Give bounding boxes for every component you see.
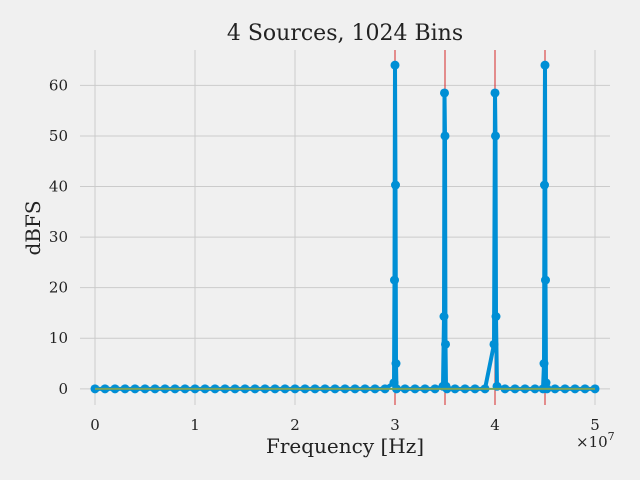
y-axis-label: dBFS [21, 200, 45, 255]
grid [80, 50, 610, 405]
x-tick-label: 3 [390, 416, 400, 434]
data-point [440, 88, 449, 98]
y-tick-label: 60 [49, 76, 68, 94]
data-point [490, 88, 500, 98]
x-tick-label: 4 [490, 416, 500, 434]
data-point [491, 312, 501, 322]
y-tick-label: 20 [49, 279, 68, 297]
y-tick-label: 50 [49, 127, 68, 145]
data-point [391, 180, 400, 190]
y-tick-label: 40 [49, 178, 68, 196]
x-tick-label: 5 [590, 416, 600, 434]
data-point [390, 275, 399, 285]
y-tick-label: 10 [49, 329, 68, 347]
data-point [440, 131, 450, 141]
x-tick-label: 0 [90, 416, 100, 434]
data-point [390, 60, 400, 70]
data-point [540, 180, 549, 190]
data-point [539, 359, 549, 369]
chart-title: 4 Sources, 1024 Bins [227, 21, 463, 46]
y-tick-label: 30 [49, 228, 68, 246]
x-axis-exponent: ×107 [576, 430, 615, 451]
x-axis-label: Frequency [Hz] [266, 434, 424, 458]
data-point [489, 339, 499, 349]
data-point [541, 275, 550, 285]
data-point [540, 60, 550, 70]
x-tick-label: 1 [190, 416, 200, 434]
data-point [441, 339, 450, 349]
data-point [439, 312, 449, 322]
series [90, 60, 600, 394]
x-tick-label: 2 [290, 416, 300, 434]
data-point [491, 131, 500, 141]
y-tick-label: 0 [58, 380, 68, 398]
data-point [391, 359, 401, 369]
